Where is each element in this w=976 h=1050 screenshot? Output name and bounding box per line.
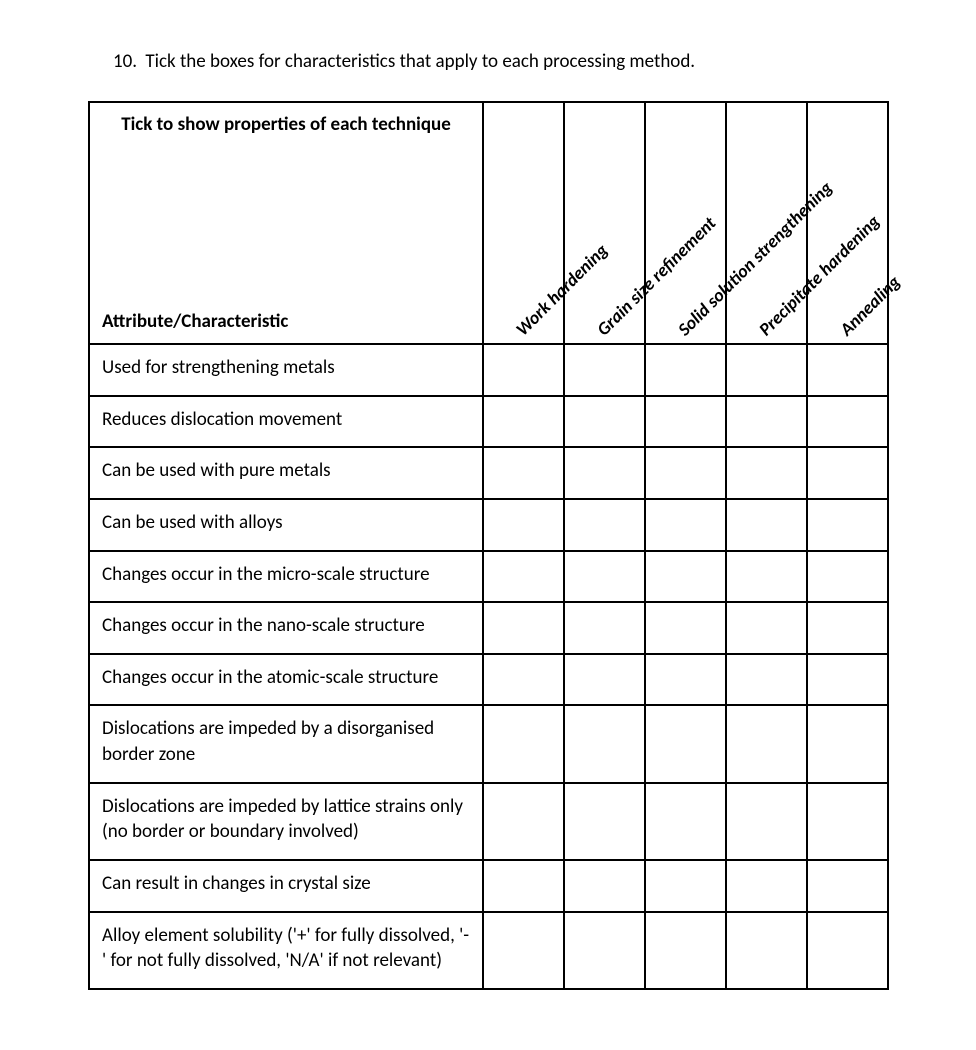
tick-cell[interactable]: [564, 705, 645, 782]
row-label: Can be used with pure metals: [89, 447, 483, 499]
table-row: Changes occur in the nano-scale structur…: [89, 602, 888, 654]
header-bottom-text: Attribute/Characteristic: [102, 310, 288, 333]
col-header-solid-solution: Solid solution strengthening: [645, 102, 726, 344]
col-header-annealing: Annealing: [807, 102, 888, 344]
tick-cell[interactable]: [564, 551, 645, 603]
tick-cell[interactable]: [807, 551, 888, 603]
properties-table: Tick to show properties of each techniqu…: [88, 101, 889, 990]
tick-cell[interactable]: [564, 783, 645, 860]
row-label: Dislocations are impeded by lattice stra…: [89, 783, 483, 860]
tick-cell[interactable]: [726, 860, 807, 912]
tick-cell[interactable]: [645, 551, 726, 603]
tick-cell[interactable]: [726, 705, 807, 782]
tick-cell[interactable]: [483, 783, 564, 860]
tick-cell[interactable]: [645, 396, 726, 448]
tick-cell[interactable]: [807, 654, 888, 706]
tick-cell[interactable]: [564, 860, 645, 912]
tick-cell[interactable]: [645, 783, 726, 860]
question-number: 10.: [113, 50, 137, 73]
tick-cell[interactable]: [564, 602, 645, 654]
tick-cell[interactable]: [726, 654, 807, 706]
row-label: Changes occur in the micro-scale structu…: [89, 551, 483, 603]
table-row: Changes occur in the atomic-scale struct…: [89, 654, 888, 706]
tick-cell[interactable]: [483, 499, 564, 551]
table-row: Can be used with pure metals: [89, 447, 888, 499]
row-label: Reduces dislocation movement: [89, 396, 483, 448]
tick-cell[interactable]: [807, 499, 888, 551]
tick-cell[interactable]: [483, 396, 564, 448]
tick-cell[interactable]: [483, 654, 564, 706]
tick-cell[interactable]: [807, 912, 888, 989]
row-label: Used for strengthening metals: [89, 344, 483, 396]
table-row: Alloy element solubility ('+' for fully …: [89, 912, 888, 989]
header-top-text: Tick to show properties of each techniqu…: [102, 113, 470, 138]
tick-cell[interactable]: [483, 344, 564, 396]
table-row: Can result in changes in crystal size: [89, 860, 888, 912]
tick-cell[interactable]: [564, 912, 645, 989]
tick-cell[interactable]: [645, 912, 726, 989]
tick-cell[interactable]: [483, 705, 564, 782]
table-row: Dislocations are impeded by a disorganis…: [89, 705, 888, 782]
tick-cell[interactable]: [807, 344, 888, 396]
question-text: Tick the boxes for characteristics that …: [145, 50, 695, 73]
table-header-row: Tick to show properties of each techniqu…: [89, 102, 888, 344]
row-label: Changes occur in the nano-scale structur…: [89, 602, 483, 654]
tick-cell[interactable]: [483, 551, 564, 603]
question-line: 10. Tick the boxes for characteristics t…: [88, 50, 888, 73]
tick-cell[interactable]: [726, 447, 807, 499]
col-header-grain-size: Grain size refinement: [564, 102, 645, 344]
tick-cell[interactable]: [564, 344, 645, 396]
col-label: Annealing: [832, 271, 904, 343]
tick-cell[interactable]: [807, 705, 888, 782]
header-attribute-cell: Tick to show properties of each techniqu…: [89, 102, 483, 344]
tick-cell[interactable]: [645, 860, 726, 912]
tick-cell[interactable]: [645, 705, 726, 782]
row-label: Can result in changes in crystal size: [89, 860, 483, 912]
tick-cell[interactable]: [726, 344, 807, 396]
tick-cell[interactable]: [564, 499, 645, 551]
tick-cell[interactable]: [645, 344, 726, 396]
row-label: Changes occur in the atomic-scale struct…: [89, 654, 483, 706]
table-row: Can be used with alloys: [89, 499, 888, 551]
table-row: Dislocations are impeded by lattice stra…: [89, 783, 888, 860]
tick-cell[interactable]: [807, 783, 888, 860]
col-header-work-hardening: Work hardening: [483, 102, 564, 344]
tick-cell[interactable]: [645, 499, 726, 551]
table-row: Used for strengthening metals: [89, 344, 888, 396]
table-row: Changes occur in the micro-scale structu…: [89, 551, 888, 603]
tick-cell[interactable]: [645, 654, 726, 706]
tick-cell[interactable]: [483, 912, 564, 989]
tick-cell[interactable]: [564, 396, 645, 448]
tick-cell[interactable]: [483, 602, 564, 654]
table-row: Reduces dislocation movement: [89, 396, 888, 448]
tick-cell[interactable]: [483, 860, 564, 912]
tick-cell[interactable]: [807, 860, 888, 912]
table-body: Used for strengthening metals Reduces di…: [89, 344, 888, 989]
tick-cell[interactable]: [564, 654, 645, 706]
tick-cell[interactable]: [726, 396, 807, 448]
col-header-precipitate: Precipitate hardening: [726, 102, 807, 344]
tick-cell[interactable]: [483, 447, 564, 499]
row-label: Alloy element solubility ('+' for fully …: [89, 912, 483, 989]
tick-cell[interactable]: [807, 447, 888, 499]
page: 10. Tick the boxes for characteristics t…: [0, 0, 976, 1050]
tick-cell[interactable]: [726, 783, 807, 860]
tick-cell[interactable]: [807, 602, 888, 654]
tick-cell[interactable]: [564, 447, 645, 499]
tick-cell[interactable]: [645, 602, 726, 654]
tick-cell[interactable]: [726, 551, 807, 603]
tick-cell[interactable]: [645, 447, 726, 499]
tick-cell[interactable]: [726, 499, 807, 551]
row-label: Can be used with alloys: [89, 499, 483, 551]
tick-cell[interactable]: [807, 396, 888, 448]
row-label: Dislocations are impeded by a disorganis…: [89, 705, 483, 782]
tick-cell[interactable]: [726, 912, 807, 989]
tick-cell[interactable]: [726, 602, 807, 654]
